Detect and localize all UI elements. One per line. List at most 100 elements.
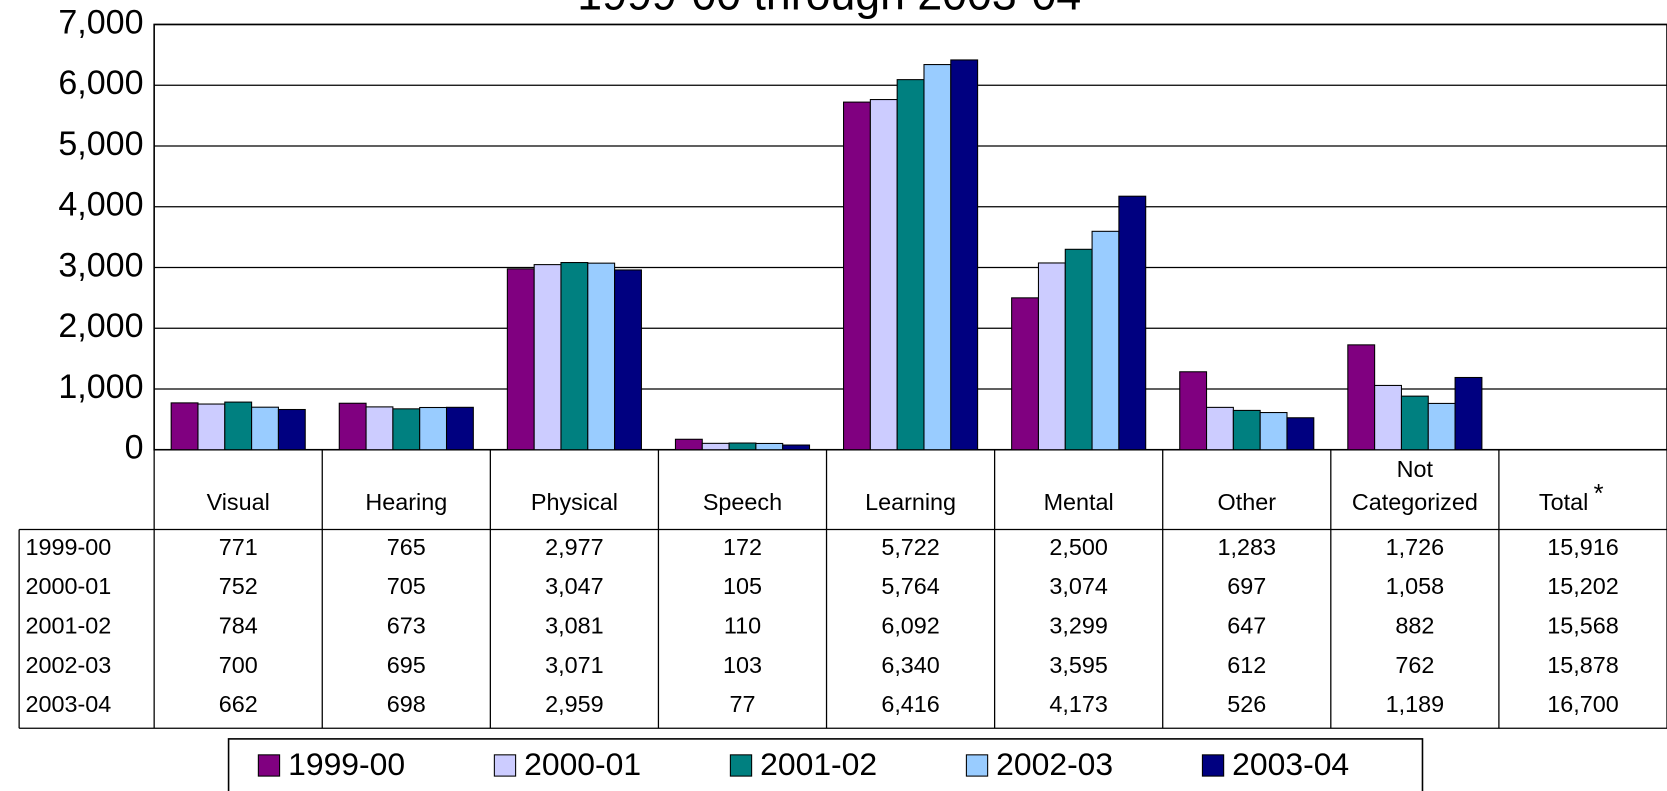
table-cell: 695: [387, 652, 426, 678]
table-cell: 1,189: [1386, 691, 1445, 717]
bar: [896, 79, 925, 451]
bar: [1454, 376, 1483, 451]
bar: [614, 269, 642, 451]
table-cell: 673: [387, 612, 426, 638]
table-cell: 700: [219, 652, 258, 678]
legend-swatch: [965, 754, 989, 777]
bar: [1259, 412, 1288, 451]
table-cell: 77: [729, 691, 755, 717]
legend-swatch: [729, 754, 753, 777]
bar: [950, 59, 979, 451]
category-label: Learning: [865, 489, 956, 515]
table-cell: 526: [1227, 691, 1266, 717]
y-tick-label: 3,000: [58, 246, 143, 284]
bar: [1427, 402, 1456, 451]
table-cell: 882: [1395, 612, 1434, 638]
bar: [1374, 384, 1402, 451]
bar: [1064, 248, 1093, 451]
bar: [1011, 297, 1039, 451]
category-label: Physical: [531, 489, 618, 515]
table-cell: 105: [723, 573, 762, 599]
table-cell: 705: [387, 573, 426, 599]
y-tick-label: 4,000: [58, 186, 143, 224]
table-cell: 6,092: [881, 612, 940, 638]
category-label: Not Categorized: [1352, 456, 1478, 515]
table-cell: 4,173: [1049, 691, 1108, 717]
category-label: Other: [1218, 489, 1277, 515]
table-cell: 16,700: [1547, 691, 1619, 717]
table-cell: 5,722: [881, 534, 940, 560]
bar: [251, 406, 279, 451]
y-tick-label: 7,000: [58, 3, 143, 41]
table-cell: 647: [1227, 612, 1266, 638]
table-cell: 110: [724, 612, 761, 638]
bar: [869, 99, 898, 451]
category-label: Mental: [1044, 489, 1114, 515]
bar: [755, 442, 784, 451]
table-cell: 3,074: [1049, 573, 1108, 599]
table-cell: 6,416: [881, 691, 940, 717]
bar: [1286, 417, 1315, 451]
table-cell: 1,283: [1218, 534, 1277, 560]
category-label: Speech: [703, 489, 782, 515]
category-label: Total: [1539, 489, 1588, 515]
table-cell: 2,500: [1049, 534, 1108, 560]
y-tick-label: 5,000: [58, 125, 143, 163]
row-label: 2002-03: [26, 652, 112, 678]
legend-swatch: [493, 754, 517, 777]
bar: [1206, 406, 1234, 451]
bar: [587, 262, 616, 451]
bar: [923, 64, 952, 451]
bar: [506, 268, 535, 451]
y-tick-label: 6,000: [58, 64, 143, 102]
legend-label: 1999-00: [288, 746, 405, 782]
bar: [1347, 344, 1376, 451]
row-label: 2000-01: [26, 573, 112, 599]
row-label: 1999-00: [26, 534, 112, 560]
table-cell: 15,916: [1547, 534, 1619, 560]
table-cell: 15,568: [1547, 612, 1619, 638]
table-cell: 3,595: [1049, 652, 1108, 678]
table-cell: 752: [219, 573, 258, 599]
table-cell: 3,081: [545, 612, 604, 638]
bar: [365, 406, 394, 451]
row-label: 2001-02: [26, 612, 112, 638]
bar: [392, 408, 421, 451]
table-cell: 771: [219, 534, 258, 560]
table-cell: 612: [1227, 652, 1266, 678]
bar: [277, 408, 306, 451]
bar: [338, 402, 367, 451]
chart-title: 1999-00 through 2003-04: [577, 0, 1081, 20]
bar: [1400, 395, 1429, 451]
table-cell: 662: [219, 691, 258, 717]
table-cell: 15,202: [1547, 573, 1619, 599]
table-cell: 172: [723, 534, 762, 560]
bar: [1179, 371, 1208, 451]
table-cell: 2,977: [545, 534, 604, 560]
table-cell: 1,058: [1386, 573, 1445, 599]
bar: [1118, 195, 1147, 451]
table-cell: 784: [219, 612, 258, 638]
table-cell: 5,764: [881, 573, 940, 599]
bar: [782, 444, 811, 451]
table-cell: 6,340: [881, 652, 940, 678]
bar: [1037, 262, 1066, 451]
table-cell: 103: [723, 652, 762, 678]
row-label: 2003-04: [26, 691, 112, 717]
legend-label: 2002-03: [996, 746, 1113, 782]
table-cell: 3,071: [545, 652, 604, 678]
legend-label: 2003-04: [1232, 746, 1349, 782]
bar: [843, 101, 871, 451]
table-cell: 765: [387, 534, 426, 560]
y-tick-label: 1,000: [58, 368, 143, 406]
bar: [674, 438, 703, 451]
bar: [533, 264, 562, 451]
bar: [419, 406, 448, 451]
bar: [170, 402, 199, 451]
legend-label: 2000-01: [524, 746, 641, 782]
bar: [445, 406, 474, 451]
table-cell: 1,726: [1386, 534, 1445, 560]
table-cell: 697: [1227, 573, 1266, 599]
bar: [560, 262, 589, 451]
